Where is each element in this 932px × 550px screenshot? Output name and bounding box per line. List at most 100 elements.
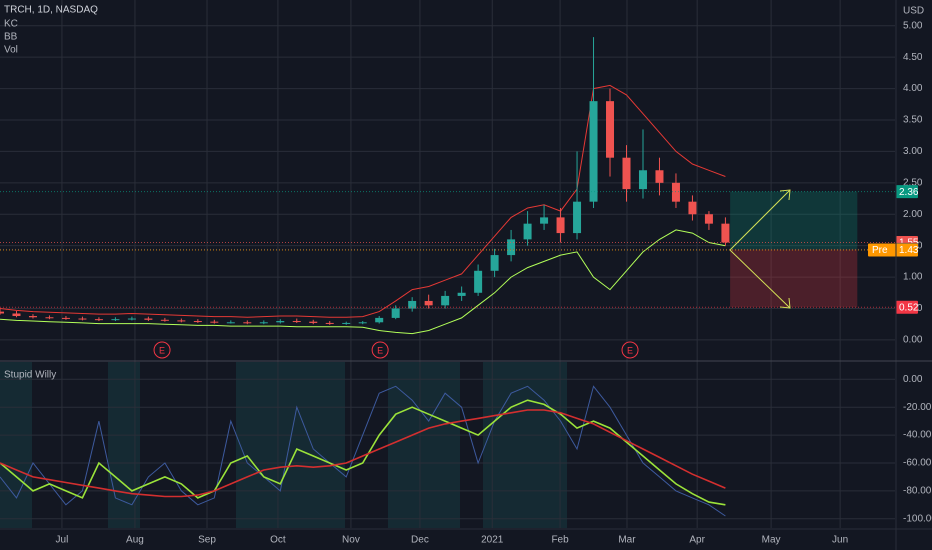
x-tick-label: Jul [56,535,69,546]
candle-body [441,295,450,306]
event-marker [621,341,639,359]
candle-body [671,182,680,202]
candle-body [160,319,169,321]
loss-zone [730,249,858,308]
candle-body [573,201,582,234]
candle-body [540,217,549,224]
candle-body [408,300,417,309]
currency: USD [903,6,924,17]
candle-body [111,319,120,321]
x-tick-label: Mar [618,535,636,546]
candle-body [606,101,615,158]
candle-body [589,101,598,202]
candle-body [655,170,664,183]
y-tick-label: -100.00 [903,513,932,524]
candle-body [243,322,252,324]
candle-body [61,317,70,319]
candle-body [523,223,532,240]
candle-body [721,223,730,243]
series-line [0,385,726,517]
series-line [0,84,726,318]
series-line [0,409,726,498]
event-label: E [627,345,633,355]
y-tick-label: 3.00 [903,146,923,157]
candle-body [259,322,268,324]
y-tick-label: 2.00 [903,209,923,220]
candle-body [688,201,697,215]
y-tick-label: 0.00 [903,335,923,346]
x-tick-label: Sep [198,535,216,546]
price-tag-prefix: Pre [872,245,888,256]
event-marker [371,341,389,359]
zone [388,362,460,528]
x-tick-label: Jun [832,535,848,546]
candle-body [28,316,37,318]
indicator-label: Vol [4,45,18,56]
price-tag-value: 0.52 [899,302,919,313]
arrow-head [779,189,791,201]
candle-body [45,317,54,319]
candle-body [276,321,285,323]
candle-body [391,308,400,318]
y-tick-label: 2.50 [903,177,923,188]
candle-body [12,313,21,317]
arrow-down [729,249,791,309]
event-marker [153,341,171,359]
arrow-head [779,297,791,309]
candle-body [704,214,713,224]
candle-body [474,270,483,293]
series-line [0,399,726,506]
profit-zone [730,191,858,250]
x-tick-label: Apr [689,535,705,546]
x-tick-label: Nov [342,535,360,546]
candle-body [638,170,647,190]
indicator-label: BB [4,32,18,43]
candle-body [358,322,367,324]
candle-body [342,322,351,324]
y-tick-label: 1.00 [903,272,923,283]
y-tick-label: 4.00 [903,83,923,94]
price-tag-value: 2.36 [899,187,919,198]
candle-body [424,300,433,306]
candle-body [193,321,202,323]
price-tag [896,185,918,199]
price-tag [896,300,918,314]
candle-body [292,321,301,323]
arrow-up [729,189,791,251]
x-tick-label: May [762,535,781,546]
y-tick-label: 3.50 [903,115,923,126]
indicator-zones [0,362,567,528]
candle-body [309,321,318,323]
y-tick-label: 4.50 [903,52,923,63]
candle-body [0,311,4,314]
candle-body [622,157,631,190]
candle-body [507,239,516,256]
x-tick-label: Dec [411,535,429,546]
zone [483,362,567,528]
indicator-title: Stupid Willy [4,370,56,381]
candle-body [490,255,499,271]
candle-body [177,320,186,322]
zone [236,362,345,528]
candle-body [457,292,466,296]
y-tick-label: -60.00 [903,458,932,469]
candle-body [556,217,565,234]
candle-body [325,322,334,324]
candle-body [144,318,153,320]
candle-body [375,317,384,323]
candle-body [94,319,103,321]
x-tick-label: Aug [126,535,144,546]
y-tick-label: 5.00 [903,20,923,31]
candle-body [210,321,219,323]
candle-body [226,322,235,324]
candle-body [78,318,87,320]
x-tick-label: Feb [551,535,569,546]
price-tag-value: 1.43 [899,245,919,256]
y-tick-label: -40.00 [903,430,932,441]
series-line [0,229,726,335]
candle-body [127,318,136,320]
price-tag [868,243,918,257]
